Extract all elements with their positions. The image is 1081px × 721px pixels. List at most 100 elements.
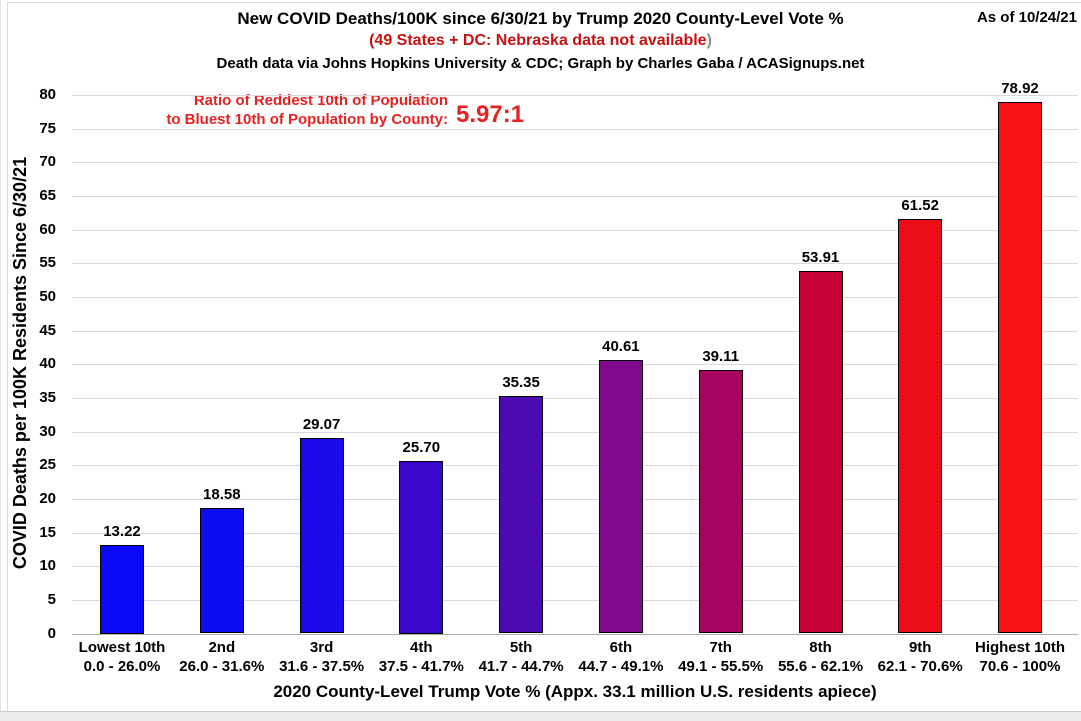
attribution-line: Death data via Johns Hopkins University … — [216, 55, 865, 72]
y-tick-label: 40 — [39, 355, 56, 373]
y-tick-label: 25 — [39, 456, 56, 474]
bar-value-label: 29.07 — [302, 415, 341, 433]
ratio-annotation: Ratio of Reddest 10th of Population to B… — [112, 91, 448, 129]
bottom-strip — [0, 711, 1081, 721]
gridline — [72, 498, 1078, 500]
x-tick-label: 4th 37.5 - 41.7% — [360, 639, 482, 676]
x-tick-range: 0.0 - 26.0% — [83, 657, 161, 675]
chart-subtitle: (49 States + DC: Nebraska data not avail… — [0, 32, 1081, 50]
x-tick-range: 70.6 - 100% — [979, 657, 1061, 675]
x-tick-category: 4th — [410, 639, 433, 656]
bar — [100, 544, 144, 634]
y-tick-label: 60 — [39, 220, 56, 238]
x-tick-range: 31.6 - 37.5% — [279, 657, 365, 675]
bar — [598, 360, 643, 634]
bar — [199, 508, 244, 634]
ratio-annotation-line-1: Ratio of Reddest 10th of Population — [193, 92, 448, 109]
subtitle-close-paren: ) — [706, 32, 712, 49]
x-tick-label: 3rd 31.6 - 37.5% — [261, 639, 383, 676]
x-tick-range: 37.5 - 41.7% — [378, 657, 464, 675]
y-tick-label: 45 — [39, 321, 56, 339]
x-tick-label: Highest 10th 70.6 - 100% — [959, 639, 1081, 676]
x-tick-category: 6th — [609, 639, 633, 656]
x-tick-label: 6th 44.7 - 49.1% — [560, 639, 682, 676]
ratio-value: 5.97:1 — [456, 101, 525, 128]
gridline — [72, 599, 1078, 601]
bar — [399, 460, 444, 634]
x-tick-category: 8th — [809, 639, 832, 656]
bar — [898, 219, 943, 634]
x-tick-label: 7th 49.1 - 55.5% — [660, 639, 782, 676]
frame-top-line — [7, 2, 1081, 3]
y-tick-label: 80 — [39, 86, 56, 103]
bar-value-label: 53.91 — [801, 248, 840, 266]
bar — [299, 437, 344, 634]
y-tick-label: 20 — [39, 489, 56, 507]
x-tick-label: 5th 41.7 - 44.7% — [460, 639, 582, 676]
bar-value-label: 39.11 — [702, 348, 740, 366]
chart-subtitle-text: (49 States + DC: Nebraska data not avail… — [369, 32, 707, 49]
bar-value-label: 61.52 — [901, 197, 939, 215]
x-tick-range: 41.7 - 44.7% — [478, 657, 564, 675]
bar — [499, 395, 544, 634]
gridline — [72, 364, 1078, 366]
frame-left-line — [7, 2, 8, 711]
x-tick-category: 5th — [509, 639, 533, 656]
gridline — [72, 330, 1078, 332]
x-tick-category: 2nd — [208, 639, 236, 656]
y-tick-label: 35 — [39, 388, 56, 406]
y-tick-label: 50 — [39, 287, 56, 305]
bar-value-label: 35.35 — [502, 373, 540, 391]
x-tick-category: 7th — [709, 639, 732, 656]
chart-title: New COVID Deaths/100K since 6/30/21 by T… — [237, 9, 844, 28]
bar — [698, 370, 743, 634]
x-tick-range: 26.0 - 31.6% — [179, 657, 265, 675]
x-tick-category: 3rd — [309, 639, 334, 656]
bar-value-label: 18.58 — [203, 486, 241, 504]
ratio-annotation-line-2: to Bluest 10th of Population by County: — [166, 111, 448, 128]
bar — [998, 102, 1042, 634]
x-tick-category: Lowest 10th — [78, 639, 166, 656]
x-tick-range: 49.1 - 55.5% — [678, 657, 764, 675]
y-tick-label: 15 — [39, 523, 56, 541]
gridline — [72, 397, 1078, 399]
frame-edge-line — [0, 0, 1, 721]
y-tick-label: 70 — [39, 153, 56, 171]
x-axis-line — [72, 633, 1078, 635]
y-tick-label: 5 — [47, 590, 56, 608]
x-tick-range: 62.1 - 70.6% — [877, 657, 963, 675]
x-tick-label: 2nd 26.0 - 31.6% — [161, 639, 283, 676]
x-tick-range: 44.7 - 49.1% — [578, 657, 664, 675]
gridline — [72, 431, 1078, 433]
bar-value-label: 40.61 — [602, 338, 640, 356]
x-tick-label: 8th 55.6 - 62.1% — [760, 639, 882, 676]
gridline — [72, 196, 1078, 197]
gridline — [72, 465, 1078, 467]
gridline — [72, 532, 1078, 534]
gridline — [72, 95, 1078, 96]
y-tick-label: 65 — [39, 187, 56, 204]
y-tick-label: 30 — [39, 422, 56, 440]
bar-value-label: 13.22 — [103, 522, 141, 540]
y-tick-label: 10 — [39, 557, 56, 575]
gridline — [72, 296, 1078, 298]
gridline — [72, 162, 1078, 164]
x-tick-label: Lowest 10th 0.0 - 26.0% — [61, 639, 183, 676]
as-of-date: As of 10/24/21 — [976, 9, 1077, 26]
gridline — [72, 263, 1078, 265]
y-tick-label: 0 — [47, 624, 56, 642]
bar — [798, 270, 843, 634]
gridline — [72, 229, 1078, 231]
x-tick-category: Highest 10th — [974, 639, 1065, 656]
gridline — [72, 566, 1078, 568]
gridline — [72, 128, 1078, 130]
bar-value-label: 25.70 — [402, 438, 441, 456]
y-tick-label: 75 — [39, 119, 56, 137]
x-tick-label: 9th 62.1 - 70.6% — [859, 639, 981, 676]
bar-value-label: 78.92 — [1001, 80, 1039, 98]
x-axis-title: 2020 County-Level Trump Vote % (Appx. 33… — [273, 682, 877, 701]
y-tick-label: 55 — [39, 254, 56, 272]
x-tick-category: 9th — [908, 639, 932, 656]
